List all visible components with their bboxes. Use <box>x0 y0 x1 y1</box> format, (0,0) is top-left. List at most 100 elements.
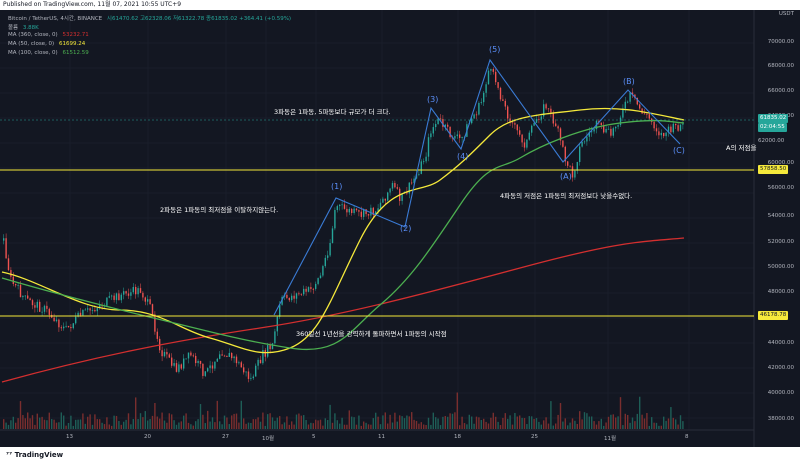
candle-body <box>394 183 396 188</box>
volume-bar <box>10 420 12 429</box>
candle-body <box>235 356 238 364</box>
candle-body <box>63 326 65 329</box>
candle-body <box>567 161 569 166</box>
volume-bar <box>245 423 247 429</box>
volume-bar <box>571 418 574 429</box>
volume-bar <box>271 417 274 429</box>
volume-bar <box>526 424 528 429</box>
candle-body <box>588 132 590 137</box>
price-tick: 56000.00 <box>767 185 794 191</box>
tradingview-logo[interactable]: ⁷⁷ TradingView <box>6 451 64 459</box>
candle-body <box>39 301 41 312</box>
volume-bar <box>142 417 144 429</box>
volume-bar <box>65 425 67 429</box>
legend-ma100-row[interactable]: MA (100, close, 0) 61512.59 <box>8 50 89 56</box>
volume-bar <box>567 425 569 429</box>
volume-bar <box>559 403 562 429</box>
volume-bar <box>53 419 55 429</box>
volume-bar <box>523 418 526 429</box>
volume-bar <box>322 425 324 429</box>
candle-body <box>255 365 257 377</box>
chart-area[interactable]: Bitcoin / TetherUS, 4시간, BINANCE 시61470.… <box>0 10 800 447</box>
ma360-line <box>1 237 685 383</box>
volume-bar <box>579 411 581 429</box>
legend-ma50-row[interactable]: MA (50, close, 0) 61699.24 <box>8 41 85 47</box>
candle-body <box>17 284 19 286</box>
volume-bar <box>151 415 154 429</box>
volume-bar <box>485 421 487 429</box>
volume-bar <box>603 425 605 429</box>
candle-body <box>89 308 91 311</box>
price-tick: 54000.00 <box>767 213 794 219</box>
candle-body <box>634 94 636 98</box>
candle-body <box>161 350 163 357</box>
wave-label-4: (4) <box>457 152 469 161</box>
candle-body <box>221 354 223 356</box>
volume-bar <box>180 421 182 429</box>
volume-bar <box>250 422 252 429</box>
candle-body <box>77 312 79 317</box>
volume-bar <box>108 424 110 429</box>
volume-bar <box>168 413 170 429</box>
price-chart[interactable] <box>0 10 800 447</box>
volume-bar <box>291 421 293 429</box>
volume-bar <box>238 422 240 429</box>
candle-body <box>207 368 209 372</box>
volume-bar <box>27 412 29 429</box>
volume-bar <box>507 418 509 429</box>
candle-body <box>156 331 158 339</box>
publish-info: Published on TradingView.com, 11월 07, 20… <box>3 1 182 8</box>
candle-body <box>480 102 482 103</box>
volume-bar <box>144 411 146 429</box>
candle-body <box>648 114 650 119</box>
volume-bar <box>581 419 583 429</box>
legend-title-row: Bitcoin / TetherUS, 4시간, BINANCE 시61470.… <box>8 14 291 22</box>
volume-bar <box>408 416 410 429</box>
ma50-value: 61699.24 <box>58 41 86 47</box>
volume-bar <box>514 412 516 429</box>
volume-bar <box>358 415 360 429</box>
volume-bar <box>19 401 22 429</box>
volume-bar <box>660 425 662 429</box>
candle-body <box>5 238 7 259</box>
candle-body <box>377 208 379 212</box>
candle-body <box>382 198 384 203</box>
candle-body <box>449 126 451 138</box>
ma360-label: MA (360, close, 0) <box>8 32 58 38</box>
candle-body <box>185 358 187 360</box>
candle-body <box>199 360 202 364</box>
volume-bar <box>202 414 204 429</box>
legend-ma360-row[interactable]: MA (360, close, 0) 53232.71 <box>8 32 89 38</box>
candle-body <box>96 308 98 312</box>
wave-label-5: (5) <box>489 45 501 54</box>
volume-bar <box>413 419 415 429</box>
volume-bar <box>130 424 132 429</box>
wave-label-3: (3) <box>427 95 439 104</box>
candle-body <box>423 161 425 163</box>
volume-bar <box>127 413 130 429</box>
candle-body <box>487 70 490 85</box>
volume-bar <box>264 425 266 429</box>
volume-bar <box>437 418 439 429</box>
candle-body <box>454 136 456 139</box>
volume-bar <box>58 422 60 429</box>
candle-body <box>243 367 245 373</box>
volume-bar <box>346 424 348 429</box>
candle-body <box>53 317 55 322</box>
candle-body <box>245 371 247 373</box>
volume-bar <box>471 416 473 429</box>
volume-bar <box>46 420 48 429</box>
time-tick: 5 <box>312 434 316 440</box>
candle-body <box>675 123 677 126</box>
volume-bar <box>545 417 547 429</box>
candle-body <box>502 99 504 101</box>
price-tick: 62000.00 <box>758 138 785 144</box>
volume-bar <box>367 424 370 429</box>
volume-bar <box>396 421 398 429</box>
volume-bar <box>166 422 168 429</box>
volume-bar <box>355 424 358 429</box>
candle-body <box>204 371 206 376</box>
candle-body <box>135 287 137 295</box>
candle-body <box>343 204 346 209</box>
candle-body <box>372 207 374 216</box>
